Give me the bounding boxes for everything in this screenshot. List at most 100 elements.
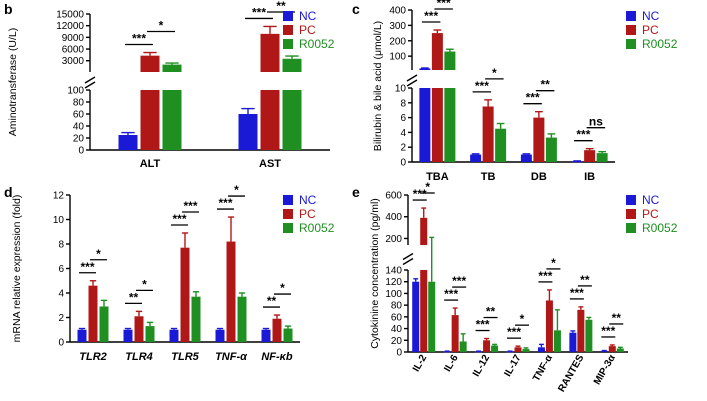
bar-NC-IL-17 xyxy=(506,351,514,353)
bar-PC-DB xyxy=(533,117,545,162)
bar-NC-IB xyxy=(571,161,583,163)
significance-label: * xyxy=(96,247,101,261)
x-category-label: IL-2 xyxy=(411,353,430,374)
x-category-label: TNF-α xyxy=(215,351,248,363)
bar-PC-TNF-α xyxy=(226,241,236,342)
y-axis-label: mRNA relative expression (fold) xyxy=(11,195,23,343)
x-category-label: TLR2 xyxy=(79,351,107,363)
y-tick-label: 80 xyxy=(73,98,85,109)
legend-swatch-PC xyxy=(283,25,293,35)
x-category-label: TBA xyxy=(426,171,449,183)
bar-R0052-IL-2 xyxy=(428,281,436,352)
y-tick-label: 0 xyxy=(78,146,84,157)
bar-R0052-RANTES xyxy=(585,319,593,352)
x-category-label: MIP-3α xyxy=(592,352,618,387)
y-tick-label: 140 xyxy=(385,266,402,277)
bar-NC-TBA xyxy=(419,88,431,162)
bar-R0052-AST-upper xyxy=(282,58,302,72)
significance-label: *** xyxy=(601,324,615,338)
legend-swatch-NC xyxy=(283,11,293,21)
y-tick-label: 400 xyxy=(385,212,402,223)
bar-NC-TLR4 xyxy=(123,329,133,342)
axis-break-mark xyxy=(402,252,414,266)
bar-NC-IL-6 xyxy=(443,351,451,353)
bar-PC-TB xyxy=(482,106,494,162)
bar-PC-IL-17 xyxy=(514,347,522,352)
x-category-label: TLR5 xyxy=(171,351,199,363)
x-category-label: IL-6 xyxy=(442,353,461,374)
panel-d: 0 2 4 6 8 10 12 mRNA relative expression (fold)… xyxy=(11,183,335,363)
bar-R0052-TLR2 xyxy=(99,306,109,342)
legend-label: R0052 xyxy=(642,37,678,51)
significance-label: * xyxy=(492,66,497,80)
bar-PC-IL-6 xyxy=(451,315,459,352)
bar-PC-TBA-upper xyxy=(431,33,443,70)
y-tick-label: 600 xyxy=(385,191,402,202)
bar-NC-TLR5 xyxy=(169,329,179,342)
significance-label: ** xyxy=(540,78,550,92)
significance-label: *** xyxy=(80,260,94,274)
significance-label: *** xyxy=(252,5,266,19)
x-category-label: IB xyxy=(584,171,595,183)
y-tick-label: 20 xyxy=(391,336,403,347)
y-tick-label: 8 xyxy=(58,240,64,251)
significance-label: *** xyxy=(132,32,146,46)
bar-NC-RANTES xyxy=(569,332,577,352)
y-tick-label: 9000 xyxy=(62,33,85,44)
bar-PC-TLR4 xyxy=(134,316,144,342)
legend-label: R0052 xyxy=(299,37,335,51)
bar-R0052-TNF-α xyxy=(237,296,247,342)
bar-NC-DB xyxy=(520,154,532,162)
axis-break-mark xyxy=(84,76,96,89)
significance-label: *** xyxy=(507,325,521,339)
y-tick-label: 2 xyxy=(58,313,64,324)
bar-PC-NF-κb xyxy=(272,318,282,342)
legend-swatch-R0052 xyxy=(283,223,293,233)
bar-PC-TNF-α xyxy=(545,300,553,352)
legend-swatch-PC xyxy=(283,209,293,219)
legend-label: PC xyxy=(642,23,659,37)
bar-PC-AST-upper xyxy=(260,33,280,72)
bar-PC-IL-12 xyxy=(483,340,491,352)
bar-PC-ALT-upper xyxy=(140,55,160,72)
y-tick-label: 0 xyxy=(396,348,402,359)
legend-swatch-NC xyxy=(283,195,293,205)
bar-R0052-TNF-α xyxy=(553,330,561,352)
x-category-label: NF-κb xyxy=(261,351,293,363)
bar-PC-TBA xyxy=(431,88,443,162)
panel-letter-b: b xyxy=(4,1,13,17)
y-tick-label: 40 xyxy=(391,324,403,335)
bar-NC-MIP-3α xyxy=(600,350,608,352)
y-tick-label: 6 xyxy=(400,113,406,124)
panel-c: 0 2 4 6 8 10 100 200 300 400 Bilirubin & bile acid… xyxy=(372,0,678,183)
y-tick-label: 20 xyxy=(73,134,85,145)
legend-label: PC xyxy=(299,207,316,221)
significance-label: * xyxy=(234,183,239,197)
bar-R0052-ALT-upper xyxy=(162,64,182,72)
bar-R0052-TLR4 xyxy=(145,326,155,342)
significance-label: * xyxy=(551,256,556,270)
bar-NC-TBA-upper xyxy=(419,68,431,70)
significance-label: *** xyxy=(538,269,552,283)
legend-label: R0052 xyxy=(642,221,678,235)
significance-label: *** xyxy=(526,91,540,105)
legend-swatch-R0052 xyxy=(626,223,636,233)
significance-label: ** xyxy=(612,311,622,325)
bar-PC-RANTES xyxy=(577,309,585,352)
legend-label: PC xyxy=(642,207,659,221)
bar-R0052-TBA xyxy=(444,88,456,162)
bar-NC-TNF-α xyxy=(537,347,545,352)
significance-label: ** xyxy=(486,305,496,319)
x-category-label: IL-17 xyxy=(502,353,523,379)
legend-swatch-NC xyxy=(626,195,636,205)
x-category-label: DB xyxy=(531,171,547,183)
y-tick-label: 2 xyxy=(400,143,406,154)
x-category-label: TLR4 xyxy=(125,351,153,363)
y-tick-label: 200 xyxy=(389,36,406,47)
y-tick-label: 200 xyxy=(385,234,402,245)
legend-swatch-R0052 xyxy=(626,39,636,49)
y-tick-label: 12000 xyxy=(56,21,84,32)
